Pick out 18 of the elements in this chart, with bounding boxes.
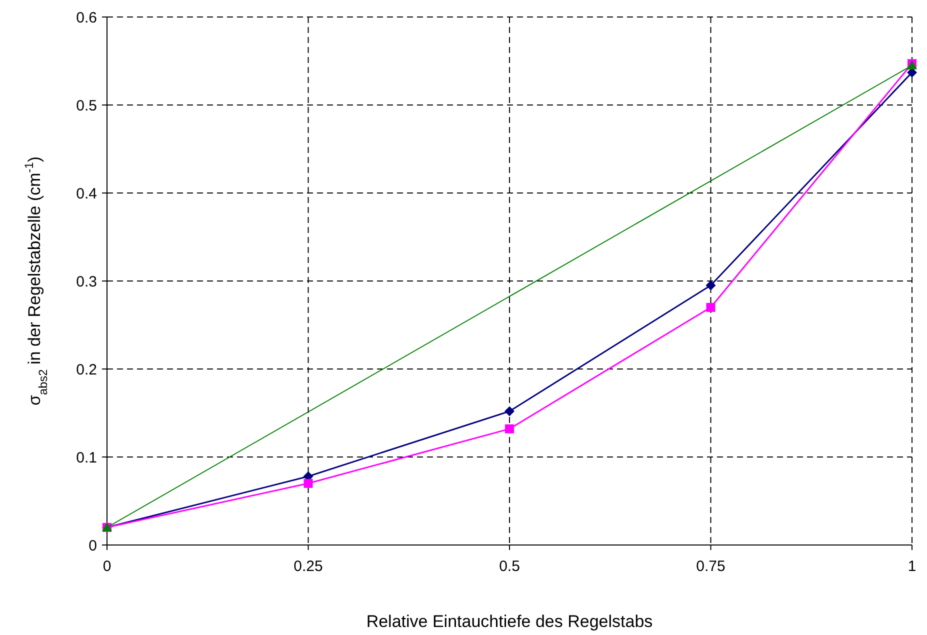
x-tick-label: 0.25 [294, 558, 323, 575]
x-tick-label: 0.75 [696, 558, 726, 575]
point [505, 424, 514, 434]
x-tick-label: 1 [908, 558, 916, 575]
point [304, 478, 313, 488]
y-tick-label: 0.5 [76, 97, 97, 114]
point [504, 406, 514, 416]
y-tick-label: 0.6 [76, 9, 97, 26]
x-axis-title: Relative Eintauchtiefe des Regelstabs [366, 612, 653, 631]
y-tick-label: 0.2 [76, 361, 97, 378]
y-tick-label: 0.3 [76, 273, 97, 290]
point [706, 302, 716, 312]
point [706, 280, 716, 290]
x-tick-label: 0.5 [499, 558, 520, 575]
y-tick-label: 0.1 [76, 449, 97, 466]
y-tick-label: 0 [88, 537, 97, 554]
x-tick-label: 0 [102, 558, 112, 575]
y-tick-label: 0.4 [76, 185, 97, 202]
